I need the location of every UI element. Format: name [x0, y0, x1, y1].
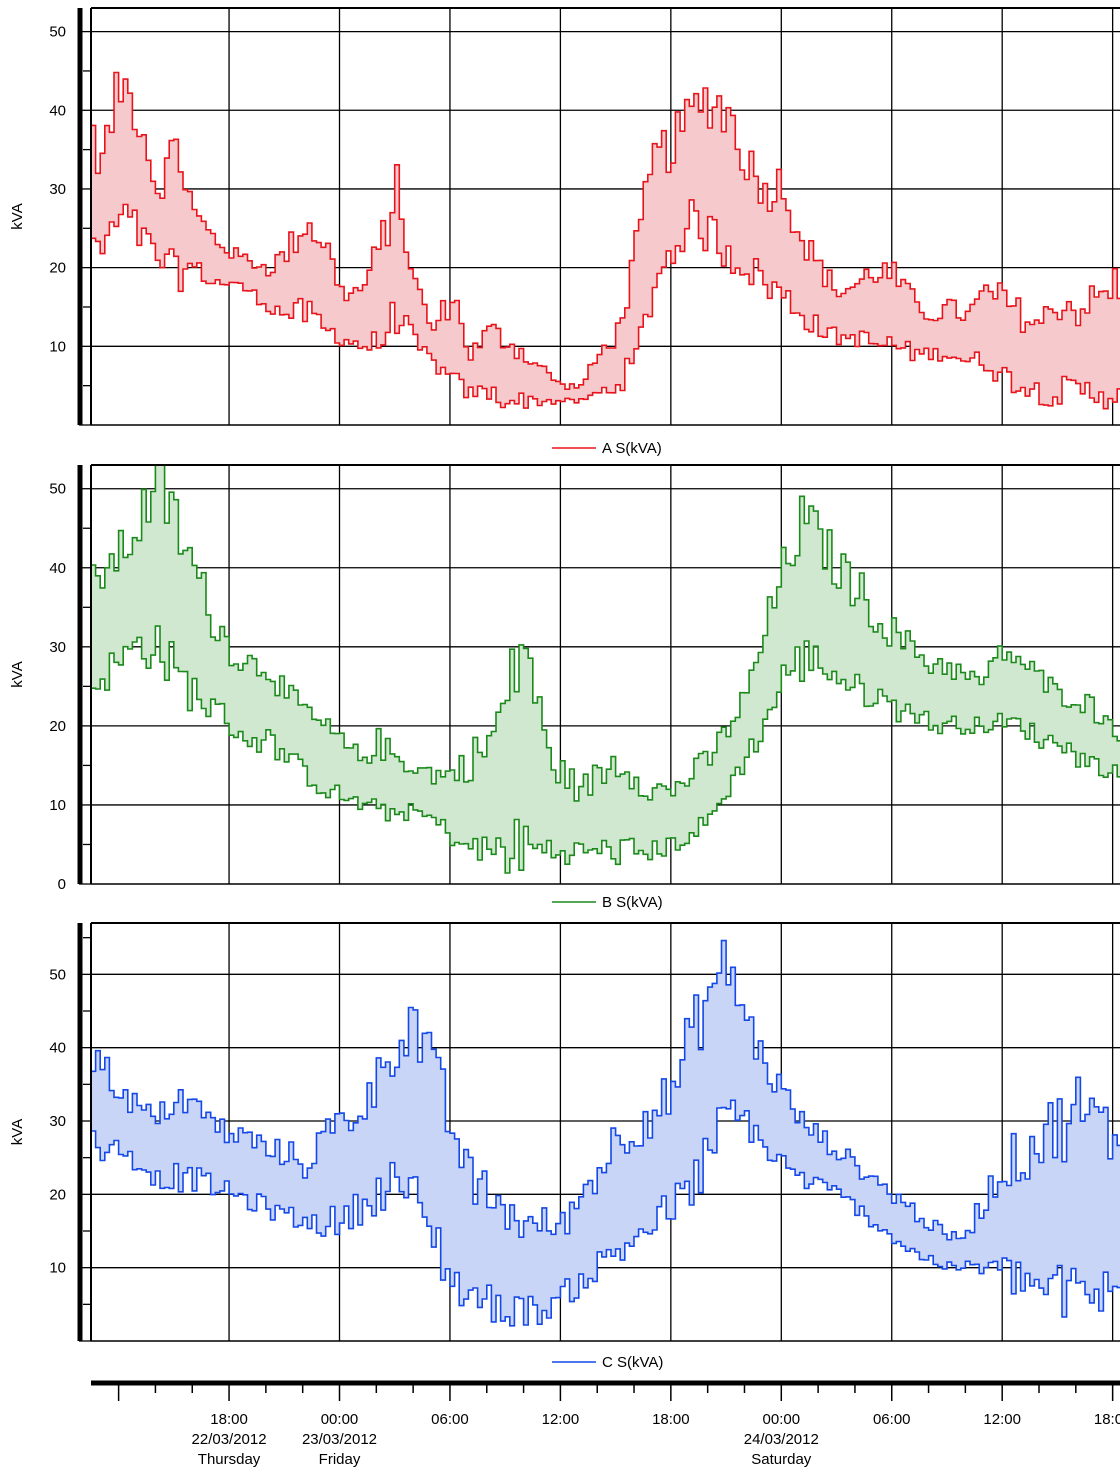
- series-upper-line: [91, 465, 1120, 802]
- x-tick-label: 18:00: [1094, 1411, 1120, 1428]
- chart-panels: 10 20 30 40 50 kVA A S(kVA) 0 10 20 30 40 50 kVA B S(k…: [9, 7, 1120, 1371]
- y-tick-label: 10: [49, 1260, 66, 1277]
- y-tick-label: 50: [49, 481, 66, 498]
- y-axis-label: kVA: [9, 1119, 26, 1145]
- y-tick-label: 10: [49, 338, 66, 355]
- y-axis-label: kVA: [9, 203, 26, 229]
- y-tick-label: 20: [49, 1186, 66, 1203]
- series-upper-line: [91, 71, 1120, 390]
- y-tick-label: 20: [49, 718, 66, 735]
- y-tick-label: 40: [49, 1040, 66, 1057]
- series-plot: [91, 465, 1120, 874]
- x-tick-label: 18:00: [210, 1411, 248, 1428]
- x-tick-label: Saturday: [751, 1451, 812, 1468]
- y-tick-label: 30: [49, 639, 66, 656]
- legend-label: C S(kVA): [602, 1354, 663, 1371]
- y-tick-label: 30: [49, 1113, 66, 1130]
- legend-label: A S(kVA): [602, 440, 662, 457]
- legend-label: B S(kVA): [602, 894, 663, 911]
- x-tick-label: 00:00: [763, 1411, 801, 1428]
- x-tick-label: 06:00: [873, 1411, 911, 1428]
- x-tick-label: 00:00: [321, 1411, 359, 1428]
- series-band: [91, 72, 1120, 409]
- y-tick-label: 40: [49, 102, 66, 119]
- y-tick-label: 10: [49, 797, 66, 814]
- x-tick-label: Thursday: [198, 1451, 261, 1468]
- y-tick-label: 40: [49, 560, 66, 577]
- series-plot: [91, 71, 1120, 410]
- time-axis: 18:00 22/03/2012 Thursday 00:00 23/03/2012 Fr…: [91, 1380, 1120, 1468]
- x-tick-label: 12:00: [542, 1411, 580, 1428]
- series-lower-line: [91, 625, 1120, 874]
- y-tick-label: 0: [58, 876, 66, 893]
- series-plot: [91, 939, 1120, 1327]
- y-tick-label: 50: [49, 24, 66, 41]
- series-upper-line: [91, 939, 1120, 1241]
- x-tick-label: 12:00: [983, 1411, 1021, 1428]
- series-lower-line: [91, 1099, 1120, 1327]
- x-tick-label: 22/03/2012: [192, 1431, 267, 1448]
- series-band: [91, 940, 1120, 1326]
- y-tick-label: 50: [49, 966, 66, 983]
- x-tick-label: 23/03/2012: [302, 1431, 377, 1448]
- panel-1: 10 20 30 40 50 kVA A S(kVA): [9, 7, 1120, 457]
- x-tick-label: Friday: [319, 1451, 361, 1468]
- x-tick-label: 18:00: [652, 1411, 690, 1428]
- y-tick-label: 20: [49, 260, 66, 277]
- series-band: [91, 465, 1120, 873]
- y-axis-label: kVA: [9, 661, 26, 687]
- series-lower-line: [91, 199, 1120, 410]
- x-tick-label: 06:00: [431, 1411, 469, 1428]
- panel-2: 0 10 20 30 40 50 kVA B S(kVA): [9, 464, 1120, 911]
- x-tick-label: 24/03/2012: [744, 1431, 819, 1448]
- y-tick-label: 30: [49, 181, 66, 198]
- panel-3: 10 20 30 40 50 kVA C S(kVA): [9, 922, 1120, 1371]
